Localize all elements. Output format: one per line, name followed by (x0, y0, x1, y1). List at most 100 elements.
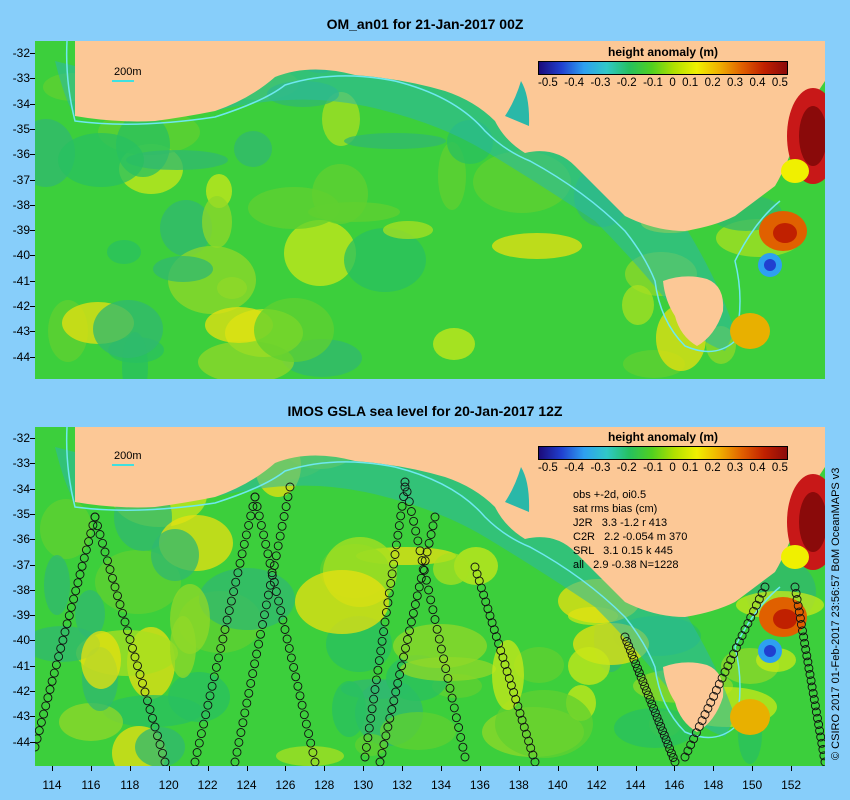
top-depth-legend-label: 200m (114, 66, 142, 78)
longitude-label: 142 (586, 778, 607, 792)
altimetry-observation (273, 541, 283, 551)
altimetry-observation (233, 568, 243, 578)
altimetry-observation (389, 696, 399, 706)
anomaly-patch (107, 240, 141, 264)
altimetry-observation (203, 700, 213, 710)
latitude-label: -35 (12, 121, 30, 136)
top-map[interactable] (35, 41, 825, 379)
altimetry-observation (120, 617, 130, 627)
altimetry-observation (361, 742, 371, 752)
bottom-map[interactable] (35, 427, 825, 766)
altimetry-observation (794, 607, 804, 617)
anomaly-patch (93, 300, 163, 358)
altimetry-observation (406, 617, 416, 627)
longitude-tick (363, 766, 365, 771)
latitude-tick (30, 356, 35, 358)
altimetry-observation (723, 661, 733, 671)
altimetry-observation (790, 582, 800, 592)
longitude-label: 148 (703, 778, 724, 792)
bottom-depth-legend-label: 200m (114, 450, 142, 462)
latitude-tick (30, 255, 35, 257)
altimetry-observation (807, 682, 817, 692)
altimetry-observation (430, 615, 440, 624)
altimetry-observation (416, 573, 426, 583)
altimetry-observation (622, 637, 632, 646)
altimetry-observation (56, 643, 66, 653)
latitude-tick (30, 589, 35, 591)
altimetry-observation (424, 538, 434, 548)
altimetry-observation (636, 672, 646, 682)
altimetry-observation (391, 687, 401, 697)
altimetry-observation (528, 750, 538, 760)
longitude-label: 132 (392, 778, 413, 792)
altimetry-observation (158, 748, 167, 758)
colorbar-tick-label: -0.2 (616, 77, 637, 89)
tasmania (663, 276, 724, 346)
altimetry-observation (248, 502, 258, 511)
longitude-label: 116 (81, 778, 101, 792)
altimetry-observation (246, 511, 256, 521)
altimetry-observation (489, 625, 499, 635)
colorbar-tick-label: -0.1 (643, 77, 663, 89)
altimetry-observation (310, 757, 320, 766)
altimetry-observation (265, 558, 275, 568)
altimetry-observation (235, 558, 245, 568)
altimetry-observation (818, 745, 825, 754)
altimetry-observation (413, 536, 423, 546)
colorbar-tick-label: 0.1 (682, 462, 699, 474)
altimetry-observation (638, 677, 648, 687)
latitude-label: -34 (12, 481, 30, 496)
latitude-label: -43 (12, 324, 30, 339)
altimetry-observation (487, 618, 497, 628)
altimetry-observation (115, 600, 125, 609)
altimetry-observation (796, 620, 806, 629)
longitude-tick (168, 766, 170, 771)
altimetry-observation (77, 561, 87, 571)
top-panel-title: OM_an01 for 21-Jan-2017 00Z (326, 16, 524, 32)
altimetry-observation (239, 539, 249, 549)
bottom-colorbar: height anomaly (m) -0.5 -0.4 -0.3 -0.2 -0.1 0… (538, 430, 788, 474)
altimetry-observation (633, 663, 642, 673)
altimetry-observation (485, 611, 495, 621)
colorbar-tick-label: 0.2 (704, 462, 721, 474)
altimetry-observation (402, 487, 412, 497)
altimetry-observation (647, 699, 657, 709)
altimetry-observation (428, 521, 438, 531)
latitude-label: -43 (12, 709, 30, 724)
altimetry-observation (271, 551, 281, 561)
longitude-tick (791, 766, 793, 771)
altimetry-observation (395, 670, 405, 679)
colorbar-tick-label: 0.5 (771, 77, 788, 89)
altimetry-observation (449, 703, 459, 713)
altimetry-observation (810, 701, 820, 711)
altimetry-observation (86, 528, 96, 538)
altimetry-observation (749, 606, 759, 616)
latitude-tick (30, 691, 35, 692)
longitude-tick (324, 766, 326, 771)
altimetry-observation (798, 626, 807, 636)
latitude-tick (30, 564, 35, 566)
altimetry-observation (379, 740, 389, 749)
altimetry-observation (680, 752, 690, 762)
altimetry-observation (282, 634, 292, 644)
altimetry-observation (240, 708, 250, 718)
altimetry-observation (244, 520, 254, 530)
altimetry-observation (683, 746, 693, 756)
altimetry-observation (819, 751, 825, 761)
longitude-label: 128 (314, 778, 335, 792)
latitude-tick (30, 716, 35, 718)
altimetry-observation (666, 748, 676, 758)
altimetry-observation (234, 737, 244, 747)
altimetry-observation (703, 703, 713, 713)
altimetry-observation (269, 561, 279, 571)
altimetry-observation (430, 512, 440, 522)
longitude-label: 146 (664, 778, 685, 792)
anomaly-patch (153, 256, 213, 282)
altimetry-observation (454, 723, 464, 732)
colorbar-tick-label: -0.4 (564, 77, 585, 89)
altimetry-observation (293, 681, 303, 691)
anomaly-patch (160, 200, 212, 256)
altimetry-observation (308, 748, 318, 757)
altimetry-observation (383, 722, 393, 732)
anomaly-patch (44, 555, 70, 615)
